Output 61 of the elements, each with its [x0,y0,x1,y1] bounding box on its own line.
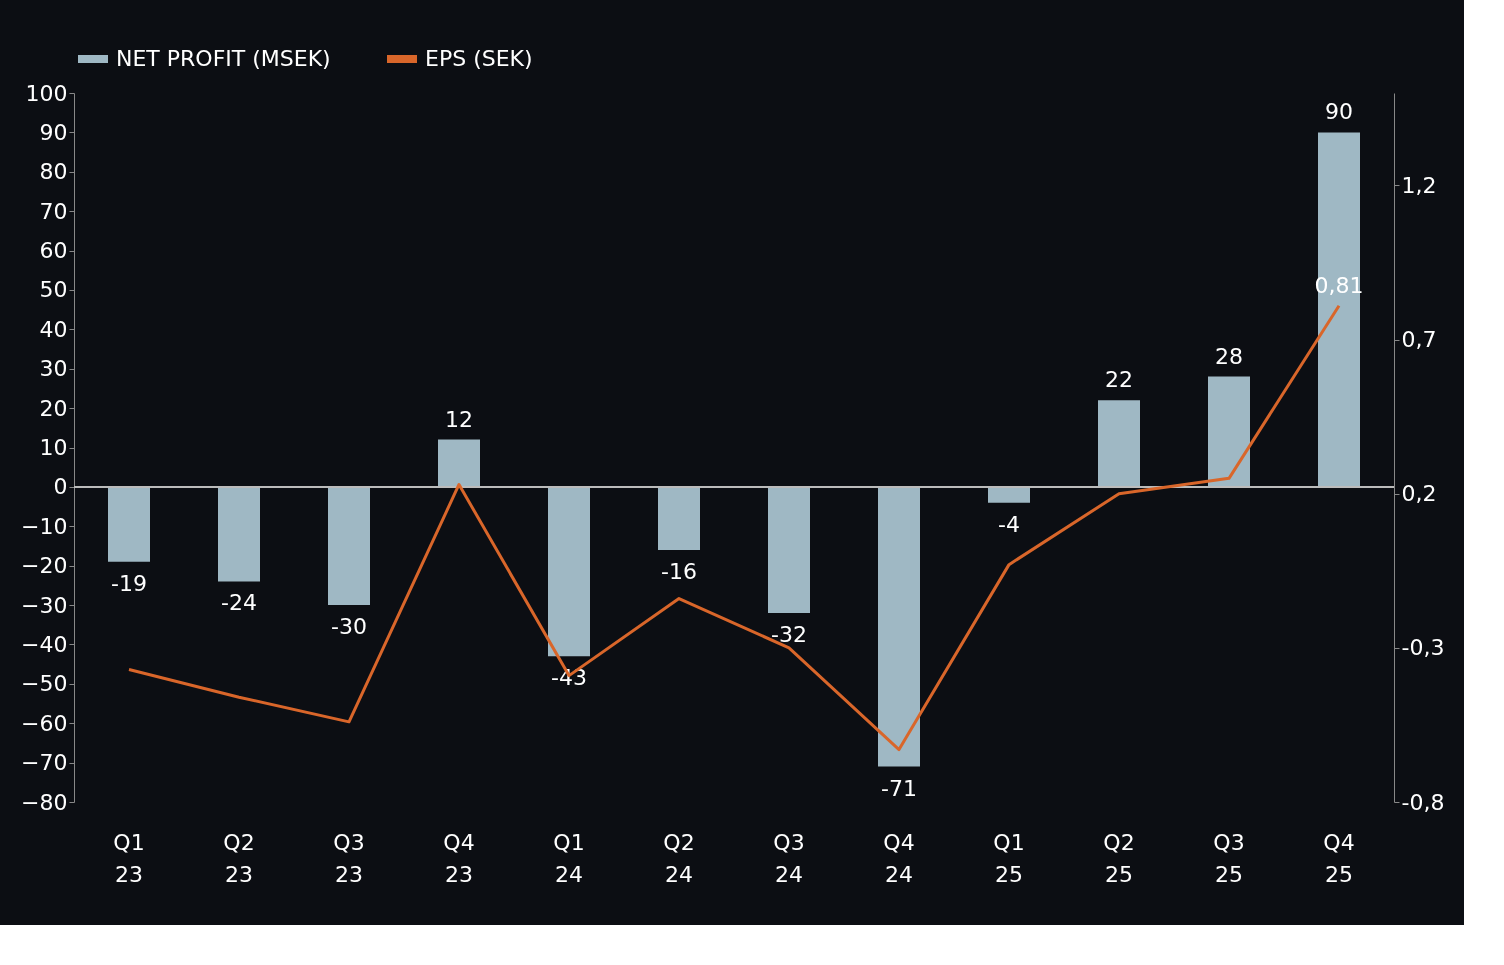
data-label: -32 [771,621,807,647]
y-tick-label: −10 [21,513,68,539]
bar [438,439,480,487]
data-label: 90 [1325,99,1353,125]
y-tick-label: 20 [39,395,68,421]
y-tick-label: −70 [21,750,68,776]
y-tick-label: −50 [21,671,68,697]
x-tick-label: Q3 23 [333,829,365,887]
x-tick-label: Q4 23 [443,829,475,887]
y-tick-label: 70 [39,198,68,224]
y-tick-label: 10 [39,435,68,460]
bar [768,486,810,613]
y-tick-label: 60 [39,238,68,264]
x-tick-label: Q2 25 [1103,829,1135,887]
data-label: 22 [1105,367,1133,393]
data-label: -16 [661,558,697,584]
y-tick-label: 30 [39,356,68,382]
y-tick-label: 100 [25,80,68,106]
data-label: -71 [881,775,917,801]
x-tick-label: Q2 23 [223,829,255,887]
x-tick-label: Q2 24 [663,829,695,887]
bar [1098,400,1140,487]
y-tick-label: −60 [21,710,68,736]
y2-tick-label: -0,3 [1401,635,1445,661]
x-tick-label: Q3 25 [1213,829,1245,887]
y2-tick-label: 0,7 [1401,327,1437,353]
data-label: -24 [221,590,257,616]
y-tick-label: −80 [21,789,68,815]
data-label: 12 [445,406,473,432]
y-tick-label: −20 [21,553,68,579]
bar [548,486,590,657]
data-label: -30 [331,614,367,640]
data-label: -4 [998,511,1020,537]
x-tick-label: Q1 25 [993,829,1025,887]
y-tick-label: 80 [39,159,68,185]
x-tick-label: Q4 25 [1323,829,1355,887]
y2-tick-label: 1,2 [1401,172,1437,198]
y-tick-label: 50 [39,277,68,303]
y2-tick-label: -0,8 [1401,789,1445,815]
bar [1208,376,1250,487]
bar [108,486,150,562]
x-tick-label: Q4 24 [883,829,915,887]
x-tick-label: Q1 23 [113,829,145,887]
bar [1318,132,1360,487]
bar [988,486,1030,503]
x-tick-label: Q3 24 [773,829,805,887]
y-tick-label: −30 [21,592,68,618]
y2-tick-label: 0,2 [1401,481,1437,507]
x-tick-label: Q1 24 [553,829,585,887]
legend-label: NET PROFIT (MSEK) [116,46,331,71]
data-label: -19 [111,570,147,596]
y-tick-label: −40 [21,631,68,657]
bar [328,486,370,606]
legend-label: EPS (SEK) [425,46,533,71]
y-tick-label: 0 [53,474,68,500]
bar [878,486,920,767]
y-tick-label: 40 [39,316,68,342]
data-label: 28 [1215,343,1243,369]
bar [658,486,700,550]
y-tick-label: 90 [39,119,68,145]
bar [218,486,260,582]
